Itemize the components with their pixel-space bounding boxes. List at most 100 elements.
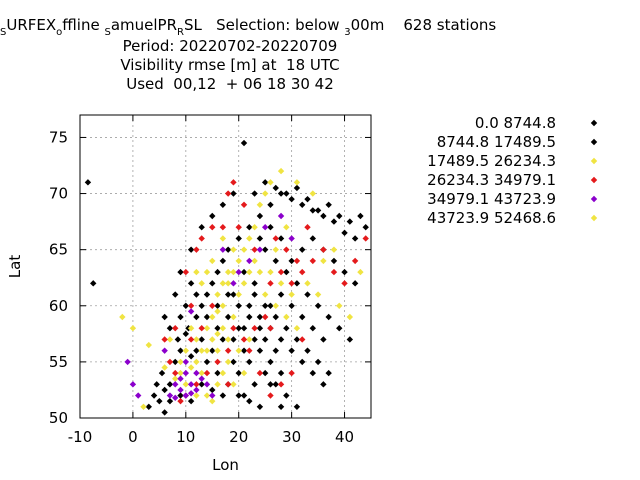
data-point bbox=[182, 268, 190, 276]
data-point bbox=[314, 291, 322, 298]
data-point bbox=[198, 235, 205, 242]
legend-marker bbox=[590, 157, 598, 165]
data-point bbox=[209, 397, 216, 405]
data-point bbox=[251, 381, 258, 388]
data-point bbox=[209, 302, 216, 309]
data-point bbox=[219, 325, 227, 332]
title-segment: o bbox=[56, 27, 63, 38]
data-point bbox=[240, 268, 248, 276]
data-point bbox=[209, 257, 216, 265]
legend-label: 17489.5 26234.3 bbox=[427, 152, 556, 170]
data-point bbox=[330, 268, 338, 276]
data-point bbox=[304, 347, 311, 354]
data-point bbox=[224, 268, 232, 276]
data-point bbox=[320, 246, 327, 253]
y-tick-label: 70 bbox=[49, 185, 68, 203]
plot-frame bbox=[79, 114, 372, 419]
data-point bbox=[251, 291, 258, 298]
data-point bbox=[235, 257, 242, 265]
data-point bbox=[203, 381, 211, 388]
data-point bbox=[235, 268, 242, 276]
data-point bbox=[362, 224, 369, 231]
data-point bbox=[177, 358, 184, 366]
data-point bbox=[203, 268, 211, 276]
data-point bbox=[198, 325, 205, 332]
data-point bbox=[261, 291, 269, 298]
data-point bbox=[203, 347, 211, 354]
data-point bbox=[187, 280, 195, 287]
data-point bbox=[272, 235, 279, 242]
data-point bbox=[187, 353, 195, 360]
data-point bbox=[320, 212, 327, 220]
data-point bbox=[145, 403, 152, 410]
data-point bbox=[161, 386, 168, 394]
data-point bbox=[177, 268, 184, 276]
data-point bbox=[203, 358, 211, 366]
data-point bbox=[193, 369, 200, 377]
data-point bbox=[235, 302, 242, 309]
data-point bbox=[198, 302, 205, 309]
data-point bbox=[256, 403, 264, 410]
data-point bbox=[219, 201, 227, 208]
data-point bbox=[251, 257, 258, 265]
data-point bbox=[177, 369, 184, 377]
data-point bbox=[351, 235, 359, 242]
title-segment: amuelPR bbox=[110, 16, 178, 34]
data-point bbox=[246, 268, 253, 276]
data-point bbox=[309, 235, 316, 242]
data-point bbox=[84, 179, 92, 186]
data-point bbox=[320, 381, 327, 388]
data-point bbox=[346, 313, 354, 321]
data-point bbox=[256, 212, 264, 220]
data-point bbox=[235, 325, 242, 332]
data-point bbox=[320, 336, 327, 343]
data-point bbox=[209, 392, 216, 399]
data-point bbox=[246, 336, 253, 343]
data-point bbox=[140, 403, 147, 410]
data-point bbox=[261, 302, 269, 309]
x-tick-label: 10 bbox=[176, 428, 195, 446]
data-point bbox=[256, 325, 264, 332]
title-line-2: Period: 20220702-20220709 bbox=[122, 37, 338, 55]
data-point bbox=[219, 369, 227, 377]
data-point bbox=[341, 268, 348, 276]
x-tick-label: -10 bbox=[68, 428, 93, 446]
data-point bbox=[203, 325, 211, 332]
data-point bbox=[129, 325, 137, 332]
data-point bbox=[341, 229, 348, 237]
data-point bbox=[267, 201, 274, 208]
data-point bbox=[267, 381, 274, 388]
data-point bbox=[209, 336, 216, 343]
data-point bbox=[283, 268, 290, 276]
data-point bbox=[314, 358, 322, 366]
data-point bbox=[193, 381, 200, 388]
data-point bbox=[336, 325, 343, 332]
data-point bbox=[172, 325, 179, 332]
data-point bbox=[277, 212, 285, 220]
data-point bbox=[172, 369, 179, 377]
data-point bbox=[261, 179, 269, 186]
chart-title: SURFEXoffline SamuelPRRSL Selection: bel… bbox=[0, 16, 496, 94]
data-point bbox=[230, 246, 237, 253]
data-point bbox=[272, 313, 279, 321]
data-point bbox=[166, 392, 174, 399]
data-point bbox=[198, 280, 205, 287]
data-point bbox=[246, 257, 253, 265]
data-point bbox=[240, 336, 248, 343]
data-point bbox=[267, 302, 274, 309]
data-point bbox=[277, 235, 285, 242]
data-point bbox=[267, 179, 274, 186]
data-point bbox=[224, 336, 232, 343]
data-point bbox=[161, 336, 168, 343]
data-point bbox=[187, 390, 195, 397]
data-point bbox=[240, 139, 248, 147]
data-point bbox=[288, 257, 295, 265]
data-point bbox=[320, 257, 327, 265]
data-point bbox=[193, 358, 200, 366]
data-point bbox=[172, 358, 179, 366]
data-point bbox=[172, 381, 179, 388]
data-point bbox=[293, 179, 301, 186]
data-point bbox=[124, 358, 131, 366]
